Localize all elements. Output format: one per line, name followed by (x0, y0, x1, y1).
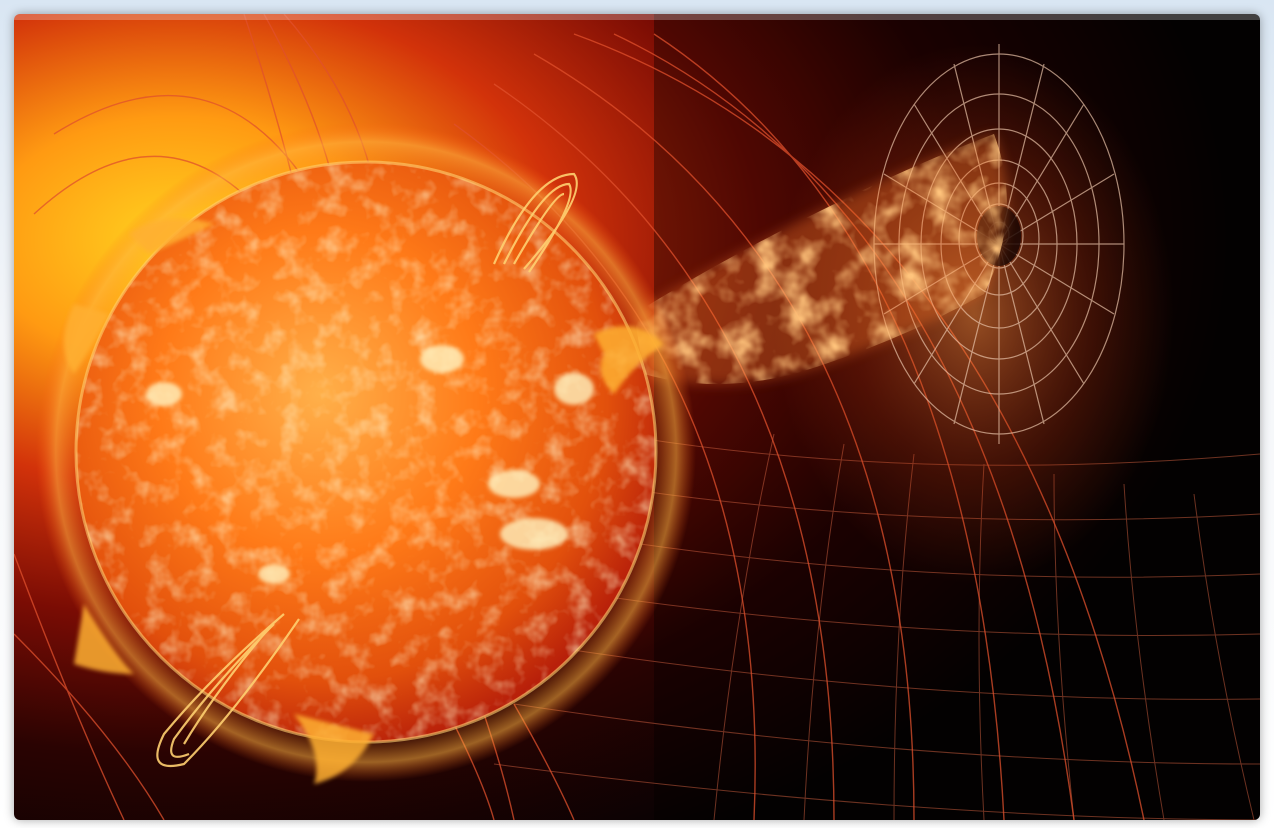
solar-prominence (64, 218, 664, 784)
coronal-mass-ejection (634, 134, 1007, 384)
magnetic-field-grid (493, 433, 1260, 820)
coronal-loop (156, 172, 578, 768)
solar-storm-illustration (14, 14, 1260, 820)
top-edge-highlight (14, 14, 1260, 20)
active-region (146, 382, 182, 406)
active-region (488, 470, 540, 498)
active-region (258, 564, 290, 584)
active-region (500, 518, 568, 550)
sun-disc (74, 160, 658, 744)
solar-storm-svg (14, 14, 1260, 820)
active-region (420, 345, 464, 373)
active-region (554, 373, 594, 405)
